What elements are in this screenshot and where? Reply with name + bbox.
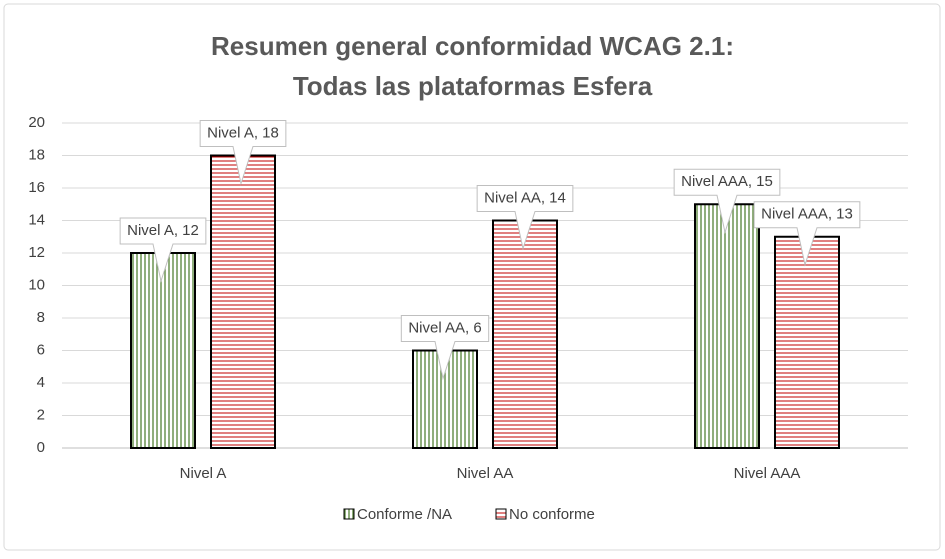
bar (774, 235, 840, 449)
x-tick-label: Nivel AAA (734, 465, 801, 482)
x-tick-label: Nivel AA (457, 465, 514, 482)
y-tick-label: 20 (28, 114, 45, 131)
y-tick-label: 6 (37, 341, 45, 358)
data-label: Nivel AAA, 13 (753, 201, 861, 267)
y-tick-label: 8 (37, 309, 45, 326)
data-label-text: Nivel A, 12 (127, 222, 199, 239)
legend-label: Conforme /NA (357, 506, 452, 523)
data-label: Nivel AA, 6 (400, 315, 490, 381)
bar (694, 203, 760, 449)
y-tick-label: 0 (37, 439, 45, 456)
data-label: Nivel AA, 14 (476, 185, 574, 251)
x-tick-label: Nivel A (180, 465, 227, 482)
y-tick-label: 12 (28, 244, 45, 261)
y-tick-label: 16 (28, 179, 45, 196)
data-label-callout (119, 217, 207, 283)
y-tick-label: 4 (37, 374, 45, 391)
bar (130, 252, 196, 449)
data-label-callout (199, 120, 287, 186)
y-tick-label: 2 (37, 406, 45, 423)
data-label-text: Nivel AA, 14 (484, 189, 566, 206)
data-label-text: Nivel AA, 6 (408, 319, 481, 336)
data-label-callout (753, 201, 861, 267)
legend-swatch (495, 508, 507, 520)
bar (210, 154, 276, 449)
data-label-callout (476, 185, 574, 251)
y-tick-label: 10 (28, 276, 45, 293)
data-label-text: Nivel A, 18 (207, 124, 279, 141)
data-label: Nivel A, 12 (119, 217, 207, 283)
data-label-callout (673, 168, 781, 235)
legend-label: No conforme (509, 506, 595, 523)
data-label: Nivel A, 18 (199, 120, 287, 186)
data-label: Nivel AAA, 15 (673, 168, 781, 235)
data-label-callout (400, 315, 490, 381)
chart-title: Resumen general conformidad WCAG 2.1: To… (211, 31, 734, 101)
y-tick-label: 18 (28, 146, 45, 163)
bar (492, 219, 558, 449)
data-label-text: Nivel AAA, 13 (761, 206, 853, 223)
data-label-text: Nivel AAA, 15 (681, 173, 773, 190)
legend-swatch (343, 508, 355, 520)
y-tick-label: 14 (28, 211, 45, 228)
